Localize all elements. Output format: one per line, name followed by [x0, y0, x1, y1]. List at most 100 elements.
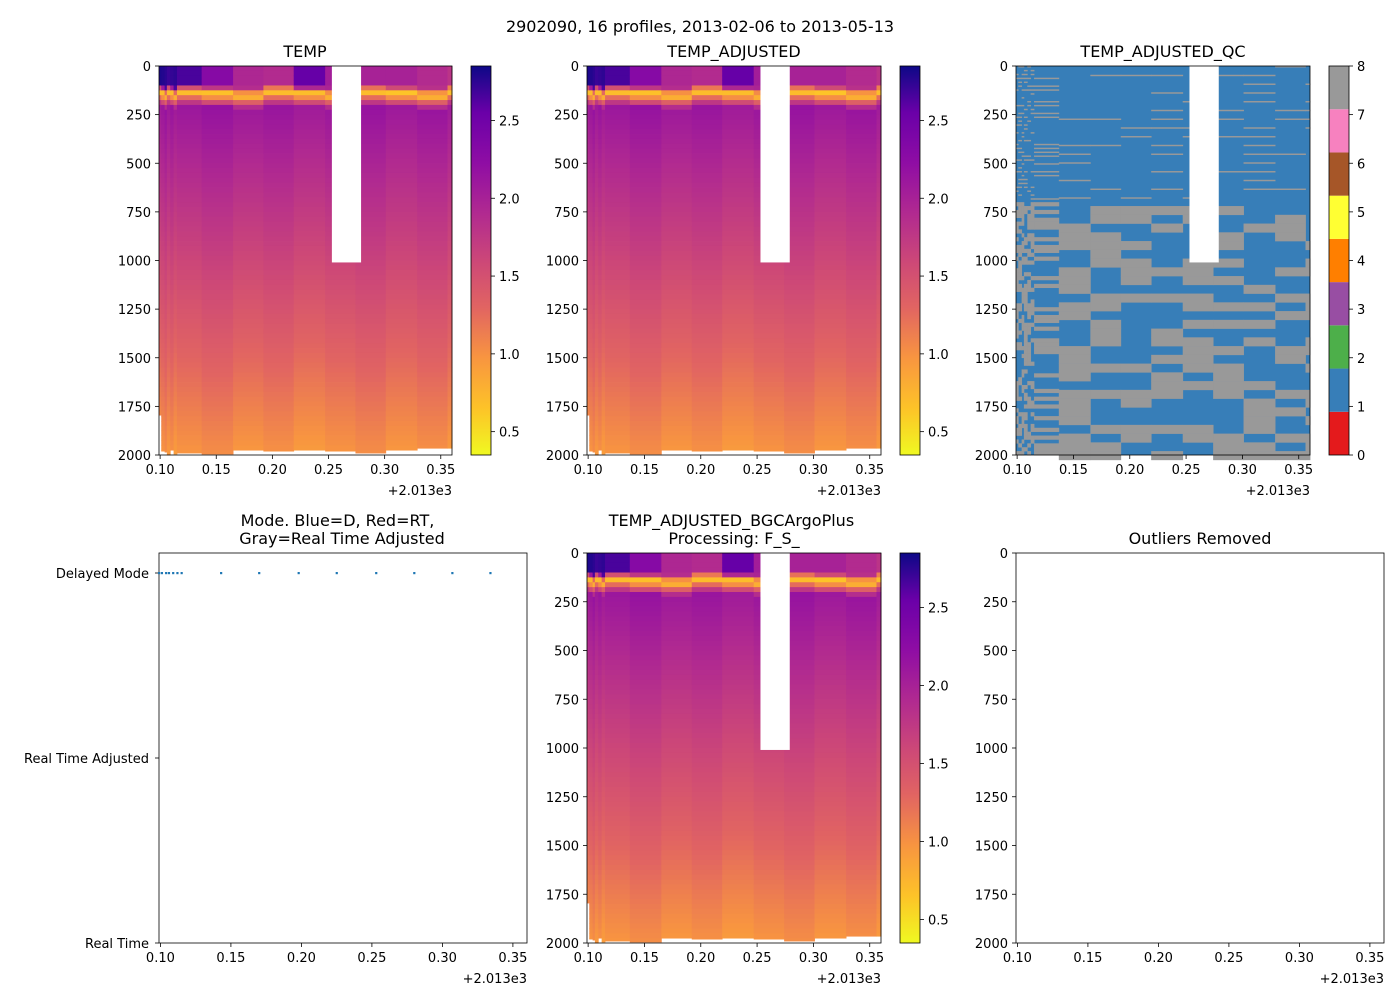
outliers-xtick-label: 0.20 — [1144, 951, 1173, 966]
temp-cell — [166, 357, 171, 364]
temp-cell — [173, 163, 178, 169]
temp-adjusted-qc-cell — [1016, 116, 1019, 119]
temp-adjusted-cell — [661, 85, 693, 91]
temp-bgc-cell — [846, 650, 877, 656]
outliers-ytick-label: 1250 — [975, 791, 1008, 806]
temp-cell — [159, 100, 162, 106]
temp-cell — [355, 313, 387, 320]
temp-bgc-cell — [594, 645, 599, 651]
temp-adjusted-qc-cell — [1027, 260, 1032, 265]
temp-adjusted-cell — [753, 328, 785, 334]
temp-adjusted-cell — [594, 187, 599, 193]
temp-adjusted-cell — [598, 333, 603, 339]
temp-adjusted-qc-cell — [1030, 209, 1035, 215]
temp-adjusted-cell — [876, 177, 882, 184]
temp-bgc-cell — [814, 918, 847, 924]
temp-adjusted-qc-cell — [1090, 302, 1122, 312]
temp-cell — [159, 411, 162, 416]
temp-cell — [166, 226, 171, 232]
temp-cell — [201, 168, 234, 174]
temp-cell — [293, 275, 326, 281]
temp-adjusted-cell — [846, 338, 877, 344]
temp-bgc-cell — [784, 567, 815, 573]
temp-adjusted-cell — [784, 406, 815, 412]
temp-bgc-cell — [601, 557, 606, 564]
temp-adjusted-qc-cell — [1090, 241, 1122, 251]
temp-bgc-cell — [814, 670, 847, 676]
temp-adjusted-cell — [691, 411, 723, 417]
temp-cell — [447, 182, 453, 188]
temp-cell — [164, 187, 168, 193]
temp-cell — [293, 440, 326, 446]
temp-adjusted-qc-cell — [1016, 451, 1019, 456]
temp-bgc-cell — [598, 728, 603, 734]
temp-adjusted-cell — [784, 304, 815, 310]
temp-cell — [233, 226, 264, 232]
temp-adjusted-qc-cell — [1058, 372, 1091, 382]
temp-bgc-cell — [722, 787, 755, 793]
temp-bgc-cell — [661, 733, 693, 739]
temp-bgc-cell — [594, 865, 599, 871]
temp-cell — [161, 202, 166, 208]
temp-adjusted-ytick-label: 1250 — [546, 303, 579, 318]
temp-bgc-cell — [814, 611, 847, 617]
temp-adjusted-cell — [592, 226, 596, 232]
temp-adjusted-qc-cell — [1213, 136, 1244, 138]
temp-adjusted-cell — [691, 401, 723, 407]
temp-adjusted-qc-xtick-label: 0.20 — [1115, 463, 1144, 478]
temp-bgc-cell — [592, 811, 596, 817]
temp-bgc-cell — [629, 748, 662, 754]
temp-adjusted-cell — [691, 333, 723, 339]
temp-adjusted-qc-cell — [1305, 293, 1311, 303]
temp-adjusted-qc-cell — [1058, 179, 1091, 182]
temp-bgc-cell — [661, 694, 693, 700]
outliers-xtick-label: 0.10 — [1003, 951, 1032, 966]
temp-cell — [385, 182, 418, 188]
temp-adjusted-cell — [876, 386, 882, 393]
temp-adjusted-cell — [846, 241, 877, 247]
temp-adjusted-cell — [598, 197, 603, 203]
temp-adjusted-cell — [876, 318, 882, 325]
temp-adjusted-cell — [589, 119, 594, 125]
temp-adjusted-cell — [592, 416, 596, 422]
temp-cell — [164, 401, 168, 407]
temp-cell — [164, 241, 168, 247]
temp-adjusted-cell — [605, 289, 631, 295]
temp-adjusted-cell — [589, 163, 594, 169]
temp-bgc-cell — [601, 626, 606, 632]
temp-cell — [161, 197, 166, 203]
temp-adjusted-cell — [876, 333, 882, 339]
temp-cell — [159, 109, 162, 116]
temp-cell — [176, 177, 203, 184]
temp-cell — [385, 391, 418, 398]
temp-cell — [325, 416, 356, 422]
temp-bgc-cell — [601, 840, 606, 846]
temp-cell — [164, 343, 168, 349]
temp-adjusted-cell — [876, 216, 882, 222]
temp-cell — [164, 177, 168, 184]
temp-cell — [164, 148, 168, 154]
temp-adjusted-cell — [661, 386, 693, 393]
temp-bgc-cell — [589, 860, 594, 866]
temp-bgc-cell — [661, 567, 693, 573]
temp-adjusted-cell — [661, 202, 693, 208]
temp-adjusted-cell — [587, 168, 590, 174]
temp-bgc-cell — [691, 655, 723, 661]
temp-adjusted-qc-cell — [1090, 232, 1122, 242]
temp-cell — [161, 138, 166, 145]
temp-cell — [164, 357, 168, 364]
temp-adjusted-qc-cell — [1120, 258, 1152, 268]
temp-adjusted-qc-cell — [1023, 431, 1028, 436]
temp-cell — [233, 216, 264, 222]
temp-bgc-cell — [784, 835, 815, 842]
temp-adjusted-cell — [592, 241, 596, 247]
temp-adjusted-qc-cell — [1023, 69, 1028, 72]
temp-cell — [166, 299, 171, 305]
temp-adjusted-cell — [722, 396, 755, 402]
temp-cell — [164, 265, 168, 271]
temp-cell — [166, 197, 171, 203]
temp-bgc-cell — [629, 606, 662, 612]
temp-cell — [161, 367, 166, 373]
temp-cell — [263, 279, 295, 286]
temp-bgc-cell — [592, 567, 596, 573]
